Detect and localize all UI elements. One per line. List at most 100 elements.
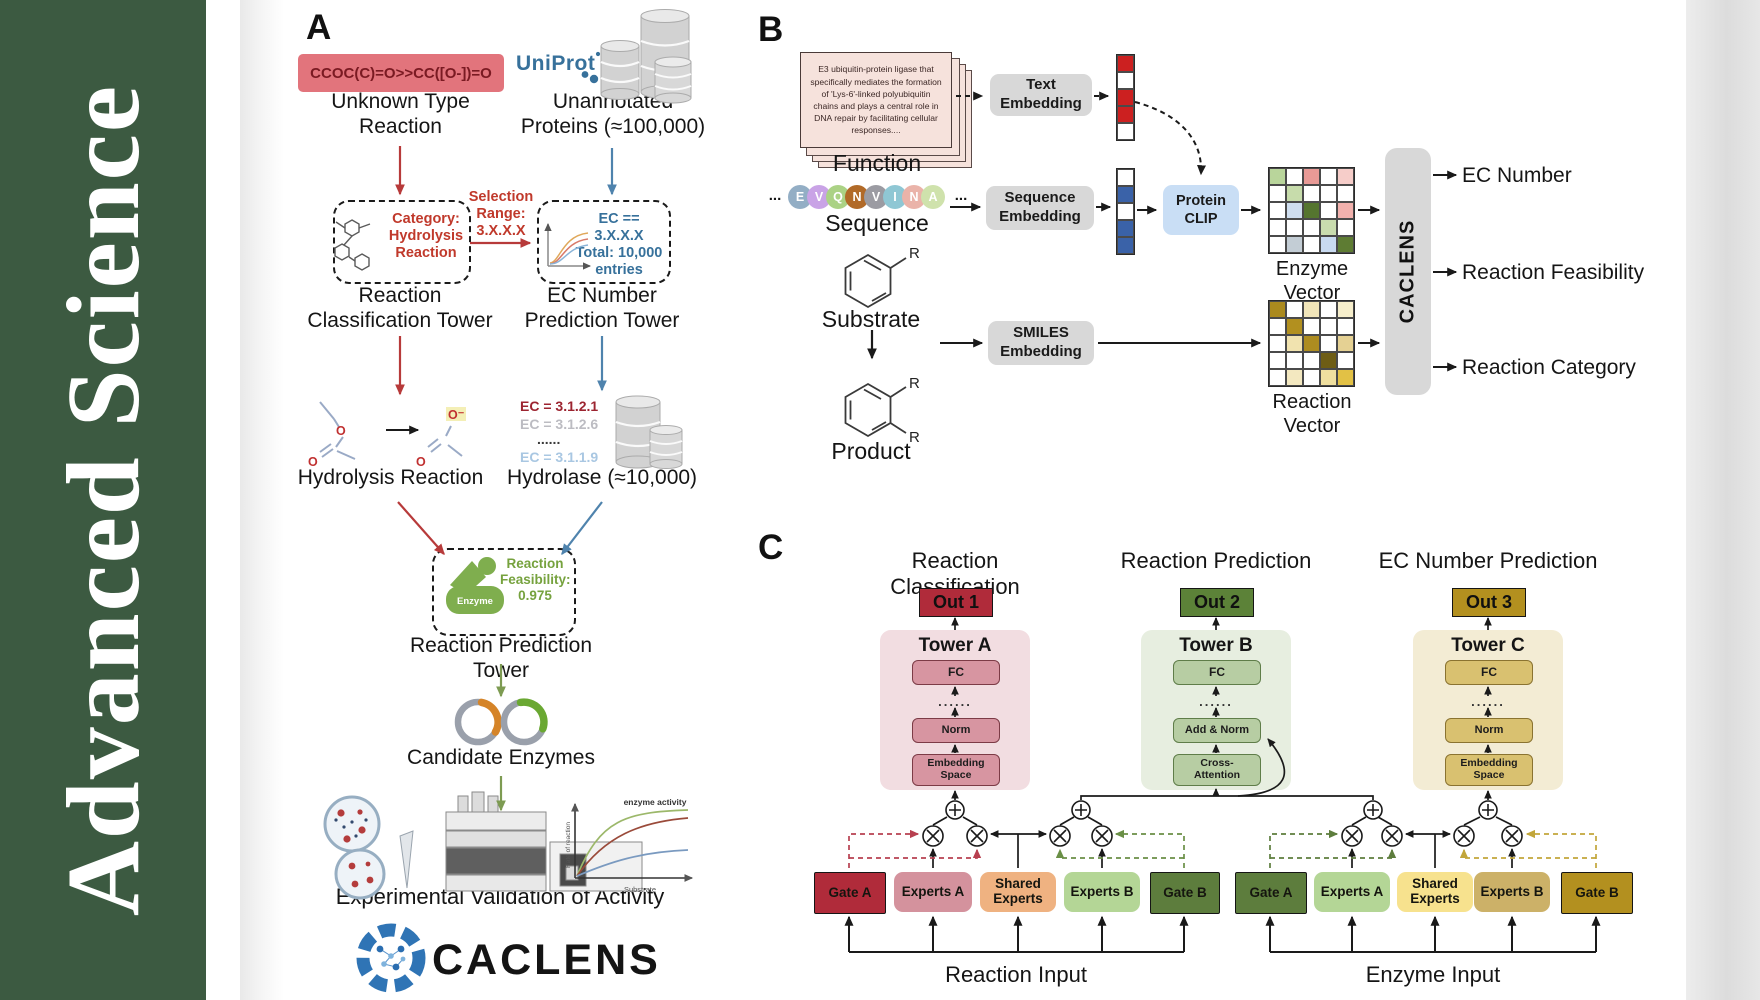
vector-cell <box>1286 202 1303 219</box>
vector-cell <box>1286 335 1303 352</box>
panel-a-label: A <box>306 8 332 47</box>
vector-cell <box>1320 301 1337 318</box>
vector-cell <box>1320 219 1337 236</box>
journal-banner: Advanced Science <box>0 0 206 1000</box>
vector-cell <box>1117 203 1134 220</box>
vector-cell <box>1117 169 1134 186</box>
ec-candidate-2: EC = 3.1.2.6 <box>520 416 599 432</box>
caclens-model-label: CACLENS <box>1396 219 1419 324</box>
sequence-ellipsis-right: ... <box>954 187 968 204</box>
vector-cell <box>1269 185 1286 202</box>
hydrolysis-reaction-label: Hydrolysis Reaction <box>297 466 484 489</box>
vector-cell <box>1337 352 1354 369</box>
activity-ylabel: Rate of reaction <box>565 822 572 868</box>
multiply-node <box>922 825 944 847</box>
svg-text:O: O <box>336 424 346 438</box>
tower-a-embedding-space: Embedding Space <box>912 754 1000 786</box>
enzyme-vector-label: Enzyme Vector <box>1275 258 1349 304</box>
feasibility-note: Reaction Feasibility: 0.975 <box>500 556 571 603</box>
tower-c-fc: FC <box>1445 660 1533 685</box>
tower-c-title: Tower C <box>1451 635 1525 656</box>
column-title-reaction-classification: Reaction Classification <box>890 548 1020 599</box>
gate-a-enzyme: Gate A <box>1235 872 1307 914</box>
vector-cell <box>1303 236 1320 253</box>
vector-cell <box>1303 352 1320 369</box>
product-label: Product <box>831 438 911 464</box>
residue-circle: A <box>921 185 945 209</box>
vector-cell <box>1117 55 1134 72</box>
vector-cell <box>1320 168 1337 185</box>
candidate-enzymes-label: Candidate Enzymes <box>407 746 595 769</box>
hydrolysis-molecules-icon <box>319 401 463 460</box>
substrate-molecule-icon <box>844 253 907 309</box>
enzyme-input-label: Enzyme Input <box>1365 962 1501 987</box>
gate-b-reaction: Gate B <box>1150 872 1220 914</box>
vector-cell <box>1337 219 1354 236</box>
reaction-classification-tower-label: Reaction Classification Tower <box>307 284 493 332</box>
vector-cell <box>1117 89 1134 106</box>
text-embedding-box: Text Embedding <box>990 74 1092 116</box>
vector-cell <box>1269 369 1286 386</box>
experimental-validation-label: Experimental Validation of Activity <box>335 884 665 909</box>
column-title-reaction-prediction: Reaction Prediction <box>1120 548 1312 573</box>
tower-b-fc: FC <box>1173 660 1261 685</box>
vector-cell <box>1286 301 1303 318</box>
plus-node <box>1363 800 1383 820</box>
multiply-node <box>1091 825 1113 847</box>
caclens-wordmark: CACLENS <box>432 936 661 984</box>
tower-a: Tower A FC ...... Norm Embedding Space <box>880 630 1030 790</box>
vector-cell <box>1117 106 1134 123</box>
vector-cell <box>1286 168 1303 185</box>
page-right-edge <box>1686 0 1760 1000</box>
vector-cell <box>1337 318 1354 335</box>
ec-candidate-1: EC = 3.1.2.1 <box>520 398 599 414</box>
vector-cell <box>1269 335 1286 352</box>
molecule-oxygen-labels: O O O⁻ O <box>308 408 465 469</box>
vector-cell <box>1303 369 1320 386</box>
journal-title: Advanced Science <box>45 83 161 917</box>
shared-experts-enzyme: Shared Experts <box>1397 872 1473 912</box>
gate-b-enzyme: Gate B <box>1561 872 1633 914</box>
r-label: R <box>909 375 920 392</box>
unannotated-proteins-label: Unannotated Proteins (≈100,000) <box>520 90 706 138</box>
vector-cell <box>1303 335 1320 352</box>
multiply-plus-nodes <box>922 800 1523 847</box>
vector-cell <box>1269 168 1286 185</box>
vector-cell <box>1303 202 1320 219</box>
vector-cell <box>1117 186 1134 203</box>
gate-routes <box>848 829 1597 868</box>
tower-a-norm: Norm <box>912 718 1000 743</box>
vector-cell <box>1269 318 1286 335</box>
smiles-reaction-box: CCOC(C)=O>>CC([O-])=O <box>298 54 504 92</box>
output-reaction-category: Reaction Category <box>1462 356 1636 379</box>
plus-node <box>945 800 965 820</box>
plasmid-icons <box>454 698 548 746</box>
vector-cell <box>1286 369 1303 386</box>
tower-a-dots: ...... <box>938 694 972 709</box>
reaction-vector-grid <box>1268 300 1355 387</box>
ec-tower-box <box>537 200 671 284</box>
vector-cell <box>1286 318 1303 335</box>
function-card: E3 ubiquitin-protein ligase that specifi… <box>800 52 952 148</box>
reaction-vector-label: Reaction Vector <box>1272 391 1352 437</box>
tower-a-title: Tower A <box>918 635 992 656</box>
tower-c-dots: ...... <box>1471 694 1505 709</box>
vector-cell <box>1320 236 1337 253</box>
protein-database-icon <box>600 9 692 104</box>
vector-cell <box>1337 202 1354 219</box>
vector-cell <box>1269 219 1286 236</box>
vector-cell <box>1269 352 1286 369</box>
multiply-node <box>1501 825 1523 847</box>
experts-a-reaction: Experts A <box>894 872 972 912</box>
hydrolase-label: Hydrolase (≈10,000) <box>506 466 698 489</box>
charge-highlight <box>446 407 466 421</box>
sample-dishes-icon <box>323 795 414 900</box>
sequence-label: Sequence <box>825 210 929 236</box>
tower-c-norm: Norm <box>1445 718 1533 743</box>
sequence-embedding-vector <box>1116 168 1135 255</box>
shared-experts-reaction: Shared Experts <box>980 872 1056 912</box>
vector-cell <box>1320 369 1337 386</box>
text-embedding-vector <box>1116 54 1135 141</box>
